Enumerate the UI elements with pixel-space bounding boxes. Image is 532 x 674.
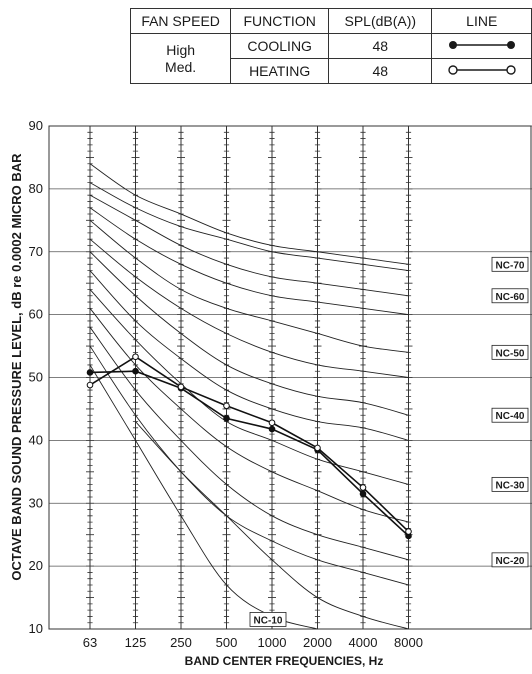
series-point-cooling [223, 415, 230, 422]
legend-fan-speed-value: High Med. [129, 33, 232, 84]
nc-curve [89, 194, 409, 297]
nc-curve [89, 207, 409, 316]
nc-curve [89, 345, 409, 586]
x-axis-label: BAND CENTER FREQUENCIES, Hz [185, 654, 384, 668]
legend-spl-heating: 48 [328, 58, 433, 84]
plot-border [48, 125, 532, 630]
nc-label-nc-20: NC-20 [491, 552, 529, 568]
nc-label-box [491, 407, 529, 423]
x-tick-label: 4000 [349, 635, 378, 650]
nc-curve [89, 308, 409, 523]
series-point-heating [132, 353, 139, 361]
plot-area: 10 20 30 40 50 60 70 80 90 63 125 250 500 1000 2000 400… [29, 118, 532, 650]
y-tick-label: 90 [29, 118, 43, 133]
legend-function-heating: HEATING [230, 58, 330, 84]
series-point-cooling [132, 367, 139, 375]
nc-label-text: NC-30 [496, 480, 525, 491]
nc-label-text: NC-20 [496, 556, 525, 567]
x-tick-label: 250 [170, 635, 192, 650]
nc-label-box [491, 344, 529, 360]
nc-curve [89, 182, 409, 272]
nc-label-nc-70: NC-70 [491, 256, 529, 272]
y-axis-label: OCTAVE BAND SOUND PRESSURE LEVEL, dB re … [9, 153, 24, 581]
legend-header-fan-speed: FAN SPEED [129, 8, 232, 34]
nc-curve [89, 163, 409, 265]
y-tick-label: 40 [29, 432, 43, 447]
x-tick-label: 125 [125, 635, 147, 650]
legend-row-cooling: High Med. COOLING 48 [129, 33, 532, 84]
nc-label-nc-30: NC-30 [491, 476, 529, 492]
series-point-heating [359, 484, 367, 491]
y-tick-label: 50 [29, 370, 43, 385]
nc-label-nc-50: NC-50 [491, 344, 529, 360]
filled-marker-line-icon [448, 40, 515, 49]
x-tick-label: 2000 [303, 635, 332, 650]
legend-table: FAN SPEED FUNCTION SPL(dB(A)) LINE High … [129, 8, 532, 84]
x-tick-label: 500 [216, 635, 238, 650]
nc-curve [89, 238, 409, 378]
y-tick-label: 80 [29, 181, 43, 196]
legend-row-heating: HEATING 48 [131, 58, 532, 84]
nc-label-text: NC-40 [496, 411, 525, 422]
series-line-cooling [89, 370, 410, 537]
y-tick-label: 70 [29, 244, 43, 259]
nc-label-text: NC-60 [496, 292, 525, 303]
nc-curve [89, 289, 409, 485]
series-point-cooling [86, 369, 94, 376]
nc-label-text: NC-50 [496, 348, 525, 359]
nc-label-box [249, 612, 287, 627]
series-point-heating [177, 383, 185, 391]
y-tick-label: 10 [29, 621, 43, 636]
legend-header-line: LINE [431, 8, 532, 34]
nc-curve [89, 270, 409, 441]
legend-header-function: FUNCTION [230, 8, 330, 34]
series-point-cooling [268, 425, 276, 433]
series-point-heating [86, 381, 94, 389]
series-point-heating [223, 402, 230, 410]
series-point-cooling [359, 490, 367, 498]
series-line-heating [89, 355, 410, 533]
x-tick-label: 63 [83, 635, 97, 650]
series-point-heating [405, 528, 412, 535]
nc-label-text: NC-10 [254, 615, 283, 626]
legend-line-cooling [431, 33, 532, 59]
y-tick-label: 20 [29, 558, 43, 573]
nc-label-box [491, 552, 529, 568]
nc-label-nc-10: NC-10 [249, 612, 287, 627]
nc-label-box [491, 476, 529, 492]
nc-label-text: NC-70 [496, 260, 525, 271]
nc-label-nc-40: NC-40 [491, 407, 529, 423]
nc-label-box [491, 288, 529, 304]
legend-header-row: FAN SPEED FUNCTION SPL(dB(A)) LINE [129, 8, 532, 34]
series-point-heating [268, 419, 276, 427]
y-tick-label: 60 [29, 307, 43, 322]
nc-curve [89, 219, 409, 353]
nc-label-nc-60: NC-60 [491, 288, 529, 304]
nc-curve [89, 251, 409, 416]
x-tick-label: 1000 [258, 635, 287, 650]
nc-label-box [491, 256, 529, 272]
series-point-heating [314, 444, 321, 452]
legend-line-heating [431, 58, 532, 84]
open-marker-line-icon [448, 64, 516, 75]
nc-curve [89, 326, 409, 561]
legend-spl-cooling: 48 [328, 33, 433, 59]
y-tick-label: 30 [29, 495, 43, 510]
x-tick-label: 8000 [394, 635, 423, 650]
